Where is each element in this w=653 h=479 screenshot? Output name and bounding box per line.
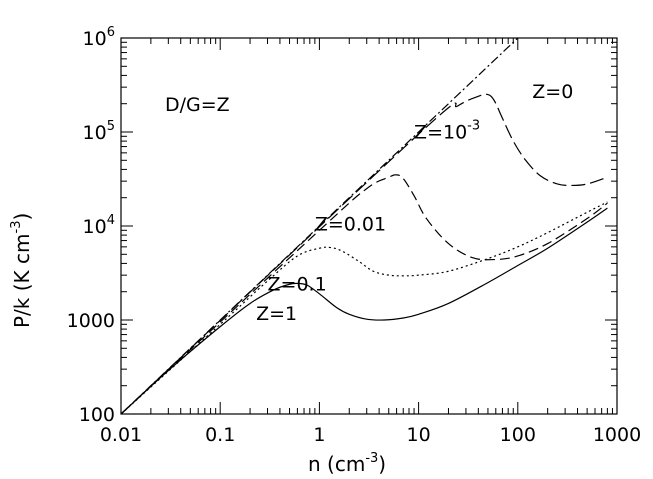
y-tick-label: 106 [83, 25, 115, 50]
y-tick-label: 1000 [67, 310, 115, 332]
series-label-z-0-1: Z=0.1 [268, 274, 327, 296]
series-label-z-0-01: Z=0.01 [315, 213, 386, 235]
data-series [121, 38, 608, 414]
x-tick-label: 0.01 [100, 424, 142, 446]
series-label-z-1: Z=1 [256, 303, 297, 325]
axis-ticks [120, 38, 617, 415]
y-axis-label: P/k (K cm-3) [9, 213, 34, 328]
series-line-z-1 [121, 207, 608, 414]
series-label-z-10-3: Z=10-3 [414, 119, 480, 144]
series-line-z-0-01 [121, 174, 608, 414]
tick-labels: 0.01 0.1 1 10 100 1000 100 1000 104 105 106 [67, 25, 642, 446]
annotation-dg: D/G=Z [165, 94, 230, 116]
series-line-z-10-3 [121, 93, 608, 414]
y-tick-label: 105 [83, 119, 115, 144]
x-tick-label: 0.1 [205, 424, 235, 446]
x-tick-label: 1000 [593, 424, 641, 446]
x-axis-label: n (cm-3) [308, 451, 386, 476]
y-tick-label: 104 [83, 213, 115, 238]
series-line-z-0 [121, 38, 519, 414]
y-tick-label: 100 [79, 404, 115, 426]
series-labels: Z=1 Z=0.1 Z=0.01 Z=10-3 Z=0 [256, 81, 573, 325]
x-tick-label: 10 [407, 424, 431, 446]
x-tick-label: 1 [313, 424, 325, 446]
series-label-z-0: Z=0 [532, 81, 573, 103]
plot-frame [120, 37, 618, 415]
x-tick-label: 100 [500, 424, 536, 446]
series-line-z-0-1 [121, 201, 608, 414]
